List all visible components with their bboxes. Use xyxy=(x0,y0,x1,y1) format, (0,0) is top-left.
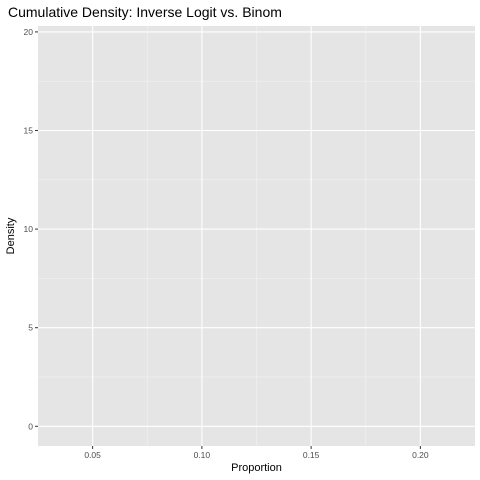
y-tick-label-3: 15 xyxy=(24,126,34,136)
y-tick-label-1: 5 xyxy=(28,323,33,333)
y-tick-label-0: 0 xyxy=(28,421,33,431)
chart-title: Cumulative Density: Inverse Logit vs. Bi… xyxy=(8,4,282,20)
x-tick-label-2: 0.15 xyxy=(303,450,320,460)
x-tick-label-0: 0.05 xyxy=(84,450,101,460)
minor-grid xyxy=(38,26,475,446)
axis-ticks xyxy=(35,31,421,449)
y-tick-label-2: 10 xyxy=(24,224,34,234)
x-axis-title: Proportion xyxy=(231,462,282,474)
tick-labels: 0.05 0.10 0.15 0.20 0 5 10 15 20 xyxy=(24,27,429,460)
y-tick-label-4: 20 xyxy=(24,27,34,37)
x-tick-label-1: 0.10 xyxy=(194,450,211,460)
major-grid xyxy=(38,26,475,446)
y-axis-title: Density xyxy=(5,217,17,254)
x-tick-label-3: 0.20 xyxy=(412,450,429,460)
